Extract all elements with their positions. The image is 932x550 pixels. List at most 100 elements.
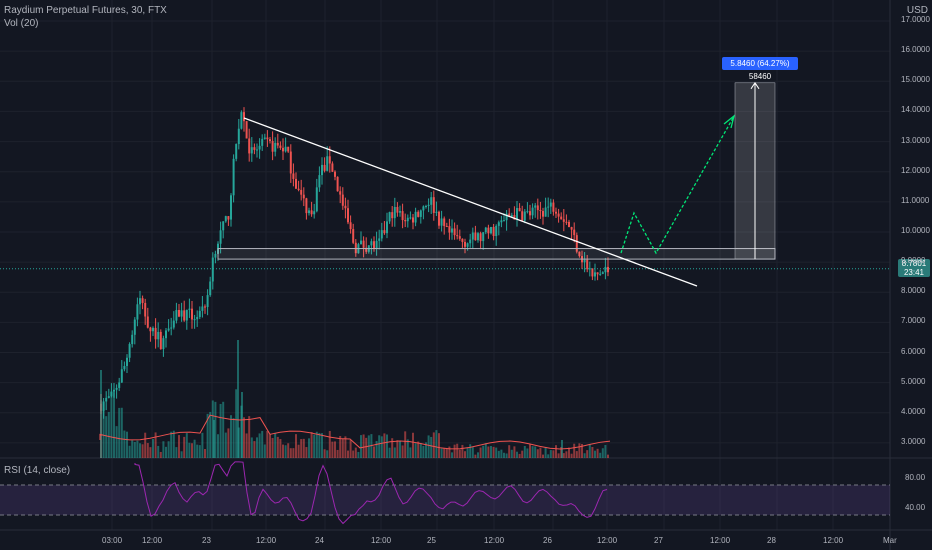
candle xyxy=(583,259,586,263)
candle xyxy=(445,226,448,228)
volume-bar xyxy=(422,445,425,458)
volume-bar xyxy=(518,453,521,458)
candle xyxy=(326,156,329,171)
volume-bar xyxy=(544,446,547,458)
candle xyxy=(393,206,396,219)
candle xyxy=(578,251,581,257)
volume-bar xyxy=(367,435,370,458)
candle xyxy=(214,253,217,258)
candle xyxy=(331,163,334,172)
volume-bar xyxy=(360,435,362,458)
volume-bar xyxy=(414,443,417,458)
volume-bar xyxy=(406,439,409,458)
volume-legend[interactable]: Vol (20) xyxy=(4,18,39,29)
volume-bar xyxy=(578,443,581,458)
candle xyxy=(310,210,313,215)
volume-bar xyxy=(575,451,578,458)
candle xyxy=(206,295,209,308)
rsi-line xyxy=(134,461,608,525)
volume-bar xyxy=(120,407,123,458)
candle xyxy=(232,158,235,196)
candle xyxy=(477,233,479,241)
candle xyxy=(406,217,409,222)
volume-bar xyxy=(297,444,300,458)
candle xyxy=(422,206,425,211)
volume-bar xyxy=(464,451,466,458)
volume-bar xyxy=(399,441,401,458)
volume-bar xyxy=(386,434,388,458)
candle xyxy=(568,221,570,228)
volume-bar xyxy=(178,435,180,458)
candle xyxy=(513,215,516,220)
measurement-arrowhead xyxy=(750,81,760,90)
volume-bar xyxy=(313,434,316,458)
candle xyxy=(471,232,474,240)
candle xyxy=(302,194,305,199)
candle xyxy=(370,241,373,246)
volume-bar xyxy=(365,437,368,458)
volume-bar xyxy=(430,436,433,458)
candle xyxy=(430,197,433,205)
candle xyxy=(115,387,118,390)
volume-bar xyxy=(565,451,568,458)
candle xyxy=(133,319,136,335)
chart-title[interactable]: Raydium Perpetual Futures, 30, FTX xyxy=(4,5,167,16)
volume-bar xyxy=(552,450,555,458)
candle xyxy=(492,226,495,237)
candle xyxy=(237,128,240,145)
volume-bar xyxy=(419,443,422,458)
candle xyxy=(256,149,258,151)
volume-bar xyxy=(172,430,175,458)
candle xyxy=(128,344,131,358)
candle xyxy=(279,145,282,148)
candle xyxy=(240,112,243,129)
candle xyxy=(412,217,414,223)
rsi-legend[interactable]: RSI (14, close) xyxy=(4,465,71,476)
candle xyxy=(263,137,266,139)
candle xyxy=(544,207,547,217)
volume-bar xyxy=(492,446,495,458)
volume-bar xyxy=(417,441,420,458)
bar-countdown: 23:41 xyxy=(903,268,925,277)
volume-bar xyxy=(471,447,474,458)
volume-bar xyxy=(373,446,375,458)
candle xyxy=(167,328,170,331)
trend-line xyxy=(243,117,698,287)
candle xyxy=(482,232,485,242)
volume-bar xyxy=(128,445,131,458)
volume-bar xyxy=(529,444,531,458)
volume-bar xyxy=(185,433,188,458)
volume-bar xyxy=(596,448,599,458)
candle xyxy=(170,327,173,329)
price-tick: 8.0000 xyxy=(901,286,926,296)
volume-bar xyxy=(516,451,518,458)
candle xyxy=(505,213,508,221)
candle xyxy=(271,141,274,152)
volume-bar xyxy=(341,438,344,458)
candle xyxy=(178,309,180,317)
candle xyxy=(144,302,147,317)
volume-bar xyxy=(513,446,516,458)
candle xyxy=(289,151,292,174)
candle xyxy=(461,238,464,242)
candle xyxy=(549,202,552,207)
candle xyxy=(419,210,422,217)
volume-bar xyxy=(549,450,552,458)
candle xyxy=(560,216,563,220)
price-tick: 9.0000 xyxy=(901,256,926,266)
volume-bar xyxy=(391,438,394,458)
volume-bar xyxy=(209,411,212,458)
candle xyxy=(521,211,524,221)
candle xyxy=(456,235,459,237)
volume-bar xyxy=(214,401,217,458)
candle xyxy=(113,389,115,392)
candle xyxy=(126,357,128,366)
volume-bar xyxy=(477,452,479,458)
current-price-tag: 8.7801 23:41 xyxy=(898,259,930,277)
candle xyxy=(607,266,609,273)
time-tick: 28 xyxy=(767,536,776,545)
candle xyxy=(118,382,121,388)
candle xyxy=(305,198,308,214)
candle xyxy=(308,210,310,214)
